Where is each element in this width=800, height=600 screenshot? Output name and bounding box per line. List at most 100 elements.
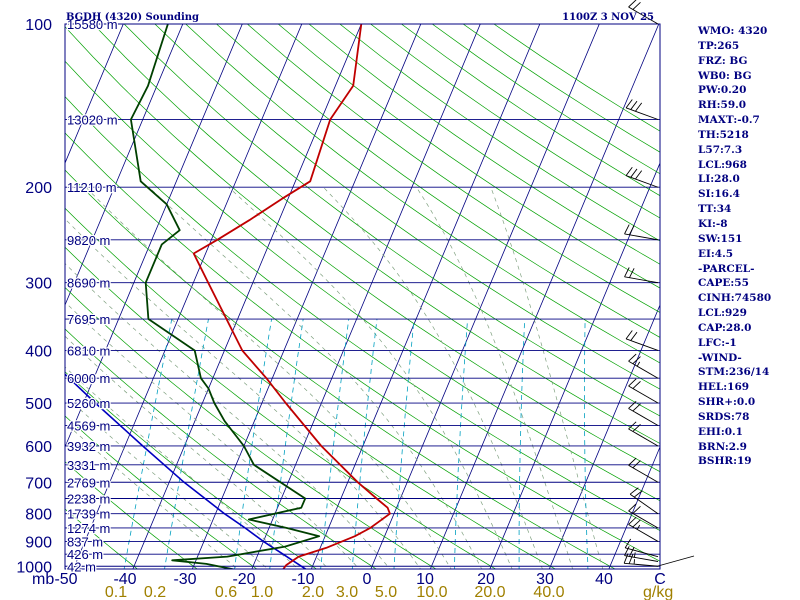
wind-barb <box>624 224 659 241</box>
isotherm-line <box>608 445 660 569</box>
pressure-label: 300 <box>25 276 52 293</box>
wind-barb <box>623 553 659 567</box>
sounding-index: MAXT:-0.7 <box>698 114 760 127</box>
wind-barb-staff <box>628 360 659 379</box>
isotherm-line <box>548 303 660 569</box>
wind-barb-feather <box>628 0 637 8</box>
isotherm-line <box>0 12 9 580</box>
sounding-index: FRZ: BG <box>698 54 748 67</box>
wind-barb-feather <box>632 381 641 389</box>
height-label: 13020 m <box>67 112 118 127</box>
temperature-tick-label: 40 <box>595 571 613 588</box>
pressure-label: 900 <box>25 534 52 551</box>
mixing-ratio-label: 40.0 <box>533 584 564 600</box>
mixing-ratio-unit: g/kg <box>643 584 673 600</box>
sounding-index: STM:236/14 <box>698 366 770 379</box>
sounding-index: CAP:28.0 <box>698 321 752 334</box>
sounding-index: BSHR:19 <box>698 455 752 468</box>
sounding-index: LCL:968 <box>698 158 747 171</box>
sounding-index: LI:28.0 <box>698 173 740 186</box>
wind-barb-feather <box>632 519 641 528</box>
wind-barb-feather <box>628 457 637 466</box>
dry-adiabat <box>154 24 660 390</box>
wind-barb-feather <box>624 267 630 278</box>
wind-barb-feather <box>628 400 637 409</box>
mixing-ratio-line <box>320 318 350 569</box>
isotherm-line <box>191 24 422 569</box>
sounding-time: 1100Z 3 NOV 25 <box>562 12 654 23</box>
mixing-ratio-label: 20.0 <box>474 584 505 600</box>
wind-barb-staff <box>625 338 659 351</box>
wind-barb-feather <box>630 100 638 110</box>
height-label: 42 m <box>67 559 96 574</box>
isotherm-line <box>65 24 124 165</box>
isotherm-line <box>72 24 303 569</box>
temperature-tick-label: -20 <box>232 571 255 588</box>
height-label: 837 m <box>67 534 103 549</box>
sounding-index: LFC:-1 <box>698 336 737 349</box>
wind-barb <box>625 166 659 188</box>
mixing-ratio-label: 5.0 <box>375 584 397 600</box>
wind-barb-staff <box>628 385 659 404</box>
pressure-label: 400 <box>25 343 52 360</box>
wind-barb-feather <box>625 330 633 340</box>
wind-barb-half-feather <box>636 524 641 530</box>
moist-adiabat <box>65 263 391 569</box>
moist-adiabat <box>65 301 360 569</box>
dry-adiabat <box>185 24 660 364</box>
temperature-tick-label: 20 <box>477 571 495 588</box>
height-label: 1274 m <box>67 521 110 536</box>
dry-adiabat <box>308 24 660 265</box>
temperature-tick-label: -40 <box>113 571 136 588</box>
sounding-index: SW:151 <box>698 232 743 245</box>
pressure-label: 500 <box>25 396 52 413</box>
wind-barb <box>628 516 659 542</box>
mixing-ratio-line <box>453 318 468 569</box>
wind-barb-staff <box>624 276 659 284</box>
height-label: 426 m <box>67 547 103 562</box>
wind-barb-feather <box>628 421 637 430</box>
wind-barb-feather <box>623 553 629 564</box>
wind-barb-staff <box>628 524 659 542</box>
dry-adiabat <box>123 24 660 417</box>
sounding-index: RH:59.0 <box>698 99 747 112</box>
wind-barb <box>628 0 659 25</box>
wind-barb-feather <box>635 170 643 180</box>
wind-barb-feather <box>624 538 632 549</box>
wind-barb-feather <box>630 331 638 341</box>
wind-barb <box>628 378 659 404</box>
temperature-tick-label: -50 <box>54 571 77 588</box>
wind-barb-feather <box>628 353 637 362</box>
height-label: 15580 m <box>67 17 118 32</box>
height-label: 11210 m <box>67 180 117 195</box>
chart-grid <box>0 12 660 580</box>
mixing-ratio-label: 10.0 <box>416 584 447 600</box>
sounding-index: CAPE:55 <box>698 277 749 290</box>
sounding-indices: WMO: 4320 TP:265 FRZ: BG WB0: BG PW:0.20 RH:5… <box>698 24 771 469</box>
sounding-index: WMO: 4320 <box>698 25 768 37</box>
mixing-ratio-label: 2.0 <box>302 584 324 600</box>
wind-barb-staff <box>628 428 659 447</box>
wind-barb <box>628 353 659 379</box>
wind-barb-staff <box>625 107 659 120</box>
mixing-ratio-label: 1.0 <box>251 584 273 600</box>
wind-barb <box>624 538 659 558</box>
height-label: 4569 m <box>67 418 110 433</box>
sounding-index: EHI:0.1 <box>698 425 743 438</box>
isotherm-line <box>0 12 69 580</box>
parcel-trace <box>65 373 307 569</box>
sounding-index: -PARCEL- <box>698 262 755 275</box>
isotherm-line <box>370 24 600 569</box>
temperature-tick-label: 30 <box>536 571 554 588</box>
wind-barb-feather <box>629 268 635 278</box>
temperature-trace <box>192 24 391 569</box>
wind-barb-staff <box>624 233 659 241</box>
dewpoint-trace <box>129 24 321 569</box>
wind-barb-staff <box>628 408 659 426</box>
wind-barb-feather <box>632 423 641 432</box>
wind-barb <box>628 400 659 426</box>
height-label: 8690 m <box>67 276 110 291</box>
sounding-index: CINH:74580 <box>698 292 772 305</box>
height-label: 6000 m <box>67 371 110 386</box>
